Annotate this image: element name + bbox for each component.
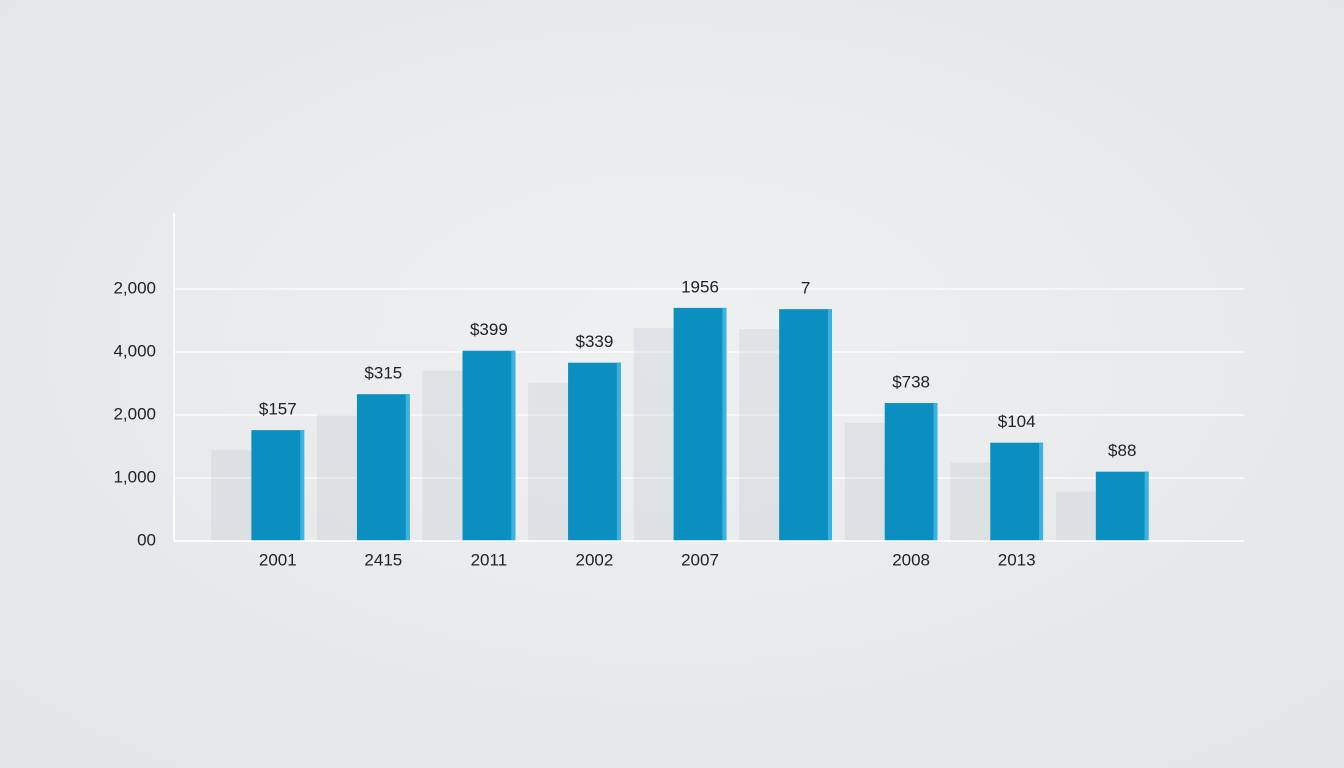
- bar-edge: [616, 362, 621, 541]
- bar-label: 7: [801, 279, 810, 298]
- bar-edge: [1144, 471, 1149, 541]
- bar-label: $339: [576, 332, 614, 351]
- bar: [1095, 471, 1149, 541]
- bar: [462, 350, 516, 541]
- bar: [884, 403, 938, 541]
- bar: [356, 394, 410, 541]
- bar-edge: [300, 430, 305, 541]
- bar-edge: [722, 307, 727, 541]
- x-tick-label: 2013: [998, 550, 1036, 569]
- x-tick-label: 2011: [471, 550, 508, 569]
- bar-edge: [933, 403, 938, 541]
- bar-label: $399: [470, 320, 508, 339]
- bar: [251, 430, 305, 541]
- bar-edge: [405, 394, 410, 541]
- bar: [990, 442, 1044, 541]
- x-tick-label: 2415: [364, 550, 402, 569]
- bar-label: $88: [1108, 441, 1136, 460]
- bar-label: $315: [364, 364, 402, 383]
- bar-label: $157: [259, 400, 297, 419]
- bar-label: 1956: [681, 277, 719, 296]
- y-tick-label: 00: [137, 530, 156, 549]
- y-tick-label: 1,000: [113, 467, 156, 486]
- x-tick-label: 2008: [892, 550, 930, 569]
- bar: [779, 309, 832, 541]
- bar-edge: [827, 309, 832, 541]
- x-tick-label: 2002: [576, 550, 614, 569]
- x-tick-label: 2001: [259, 550, 297, 569]
- y-tick-label: 2,000: [113, 278, 156, 297]
- bar-label: $104: [998, 412, 1036, 431]
- bar: [568, 362, 621, 541]
- bar-label: $738: [892, 373, 930, 392]
- y-tick-label: 4,000: [113, 341, 156, 360]
- bar: [673, 307, 727, 541]
- bar-edge: [1039, 442, 1044, 541]
- x-tick-label: 2007: [681, 550, 719, 569]
- y-tick-label: 2,000: [113, 404, 156, 423]
- bar-edge: [511, 350, 516, 541]
